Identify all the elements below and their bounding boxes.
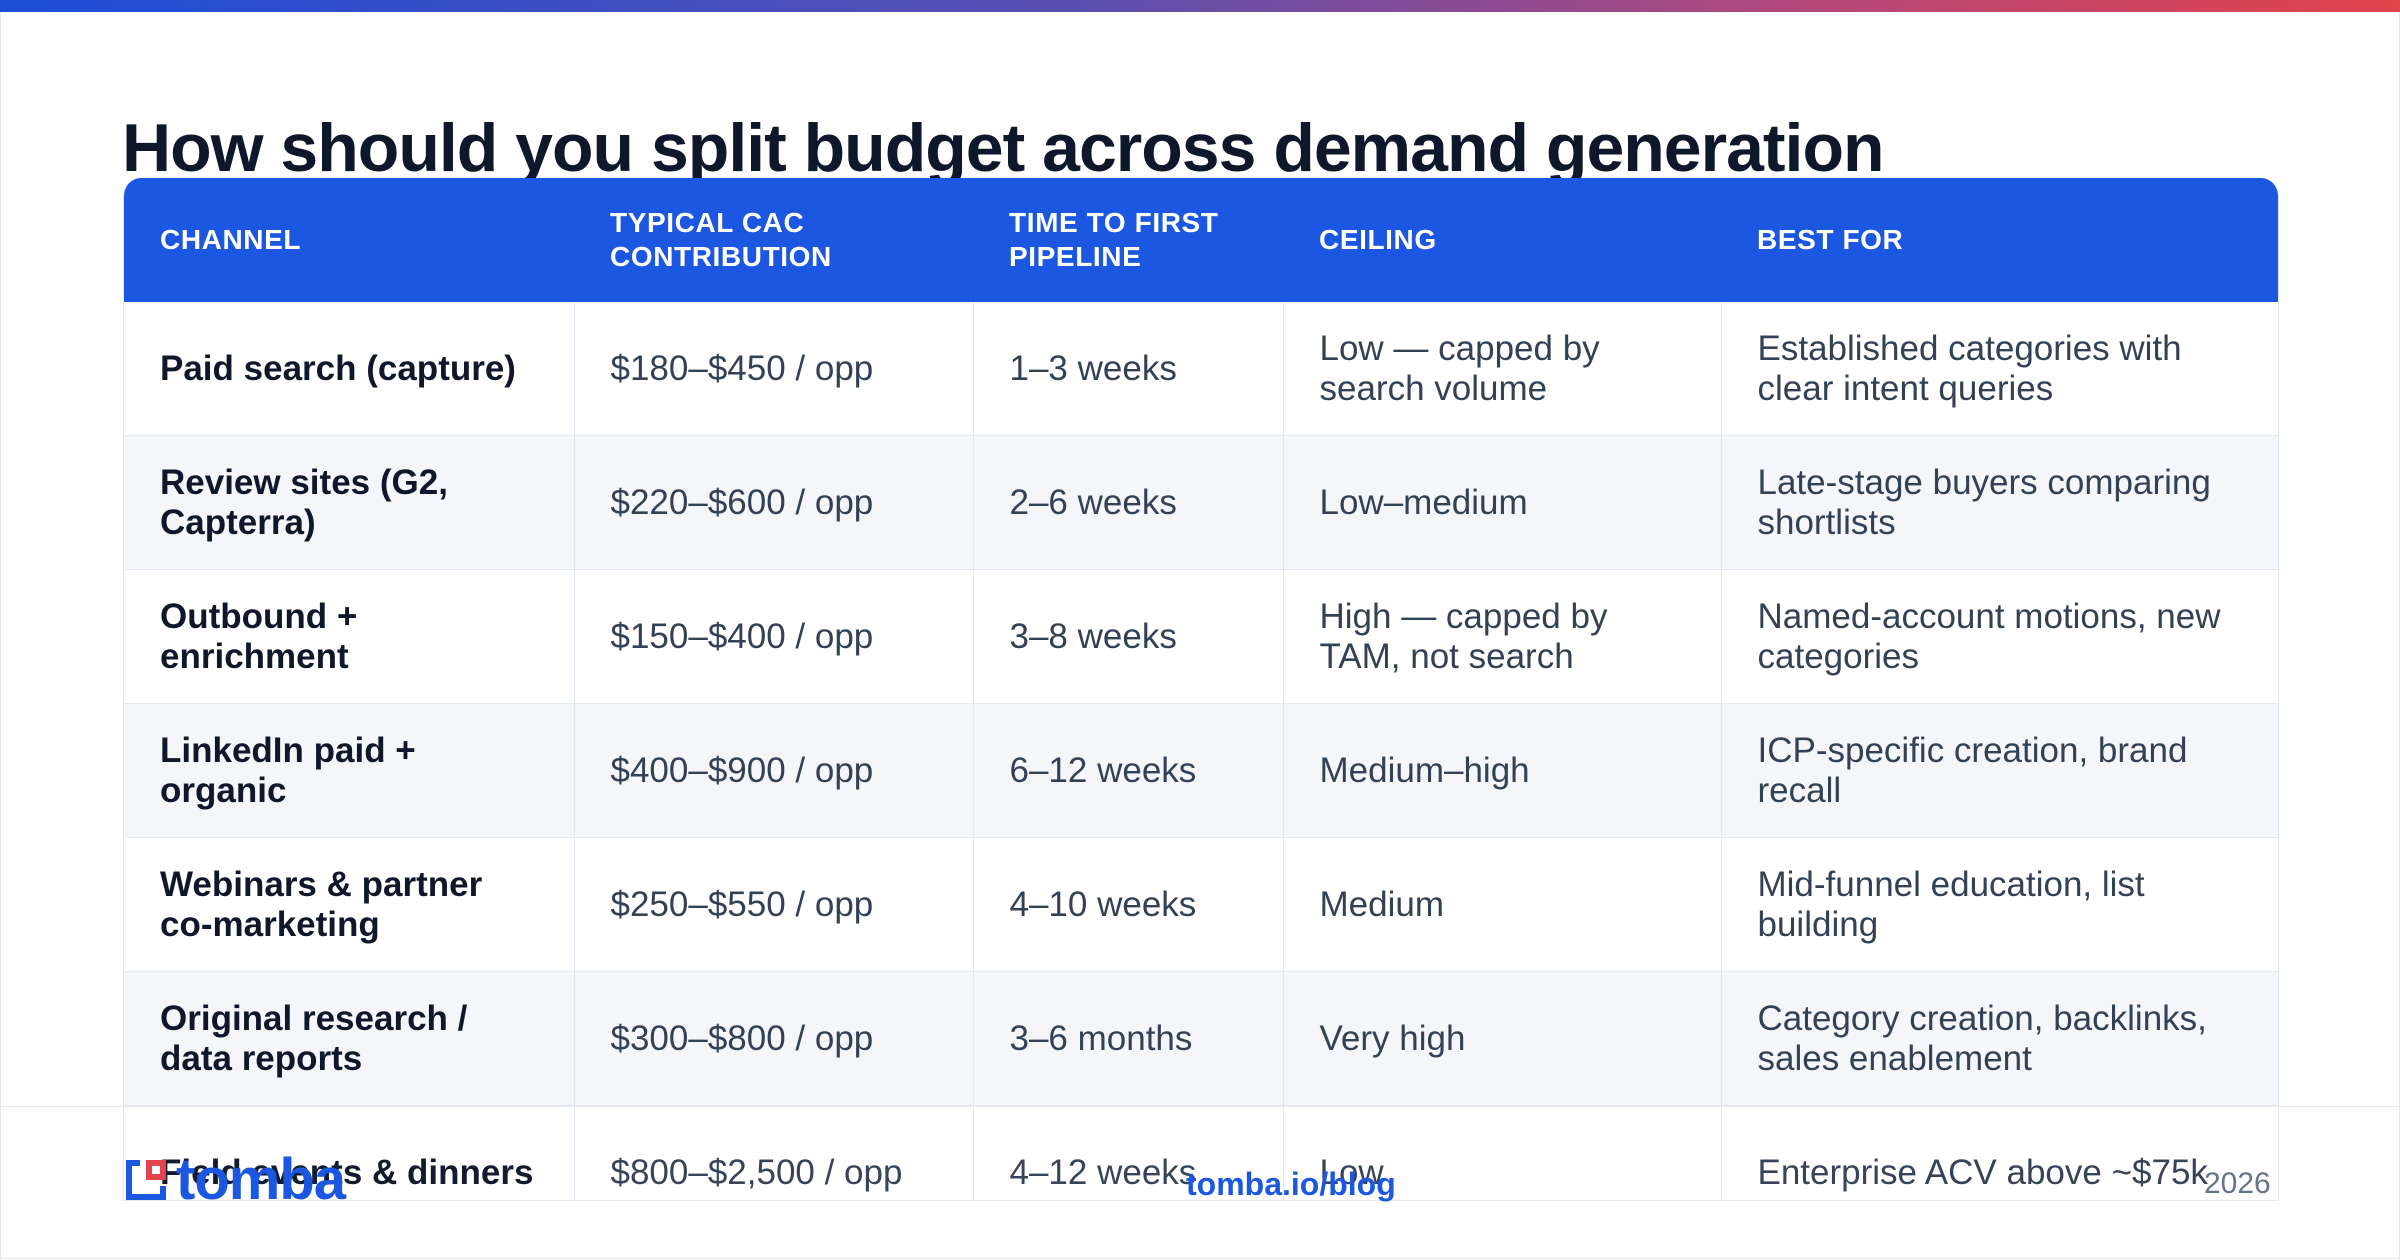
tomba-logo-mark-icon — [126, 1160, 166, 1200]
table-row: Paid search (capture) $180–$450 / opp 1–… — [124, 302, 2278, 436]
header-best-for: BEST FOR — [1721, 178, 2278, 302]
cell-cac: $400–$900 / opp — [574, 703, 974, 838]
header-channel: CHANNEL — [124, 178, 574, 302]
cell-channel: Outbound + enrichment — [124, 569, 575, 704]
comparison-table: CHANNEL TYPICAL CAC CONTRIBUTION TIME TO… — [124, 178, 2278, 1200]
cell-cac: $150–$400 / opp — [574, 569, 974, 704]
table-row: Original research / data reports $300–$8… — [124, 971, 2278, 1106]
cell-ceiling: Very high — [1283, 971, 1722, 1106]
cell-time: 6–12 weeks — [973, 703, 1284, 838]
cell-best-for: Late-stage buyers comparing shortlists — [1721, 435, 2278, 570]
table-row: LinkedIn paid + organic $400–$900 / opp … — [124, 703, 2278, 838]
cell-ceiling: Medium–high — [1283, 703, 1722, 838]
page-title: How should you split budget across deman… — [122, 110, 1885, 180]
cell-cac: $180–$450 / opp — [574, 302, 974, 436]
cell-channel: Field events & dinners — [124, 1105, 575, 1200]
blog-link[interactable]: tomba.io/blog — [1186, 1166, 1396, 1202]
header-ceiling: CEILING — [1283, 178, 1721, 302]
header-time-to-pipeline: TIME TO FIRST PIPELINE — [973, 178, 1283, 302]
cell-ceiling: Low–medium — [1283, 435, 1722, 570]
cell-ceiling: Medium — [1283, 837, 1722, 972]
cell-ceiling: Low — [1283, 1105, 1722, 1200]
cell-best-for: Enterprise ACV above ~$75k — [1721, 1105, 2278, 1200]
header-typical-cac: TYPICAL CAC CONTRIBUTION — [574, 178, 973, 302]
table-row: Webinars & partner co-marketing $250–$55… — [124, 837, 2278, 972]
cell-channel: Review sites (G2, Capterra) — [124, 435, 575, 570]
cell-time: 4–10 weeks — [973, 837, 1284, 972]
tomba-logo-text: tomba — [176, 1147, 346, 1212]
cell-best-for: Named-account motions, new categories — [1721, 569, 2278, 704]
cell-best-for: Mid-funnel education, list building — [1721, 837, 2278, 972]
cell-cac: $300–$800 / opp — [574, 971, 974, 1106]
top-gradient-bar — [0, 0, 2400, 12]
table-header-row: CHANNEL TYPICAL CAC CONTRIBUTION TIME TO… — [124, 178, 2278, 302]
cell-ceiling: High — capped by TAM, not search — [1283, 569, 1722, 704]
cell-cac: $220–$600 / opp — [574, 435, 974, 570]
cell-channel: Original research / data reports — [124, 971, 575, 1106]
footer-year: 2026 — [2204, 1167, 2271, 1200]
cell-channel: Webinars & partner co-marketing — [124, 837, 575, 972]
table-row: Review sites (G2, Capterra) $220–$600 / … — [124, 435, 2278, 570]
cell-time: 1–3 weeks — [973, 302, 1284, 436]
comparison-table-container: CHANNEL TYPICAL CAC CONTRIBUTION TIME TO… — [123, 178, 2279, 1201]
cell-cac: $250–$550 / opp — [574, 837, 974, 972]
cell-best-for: Category creation, backlinks, sales enab… — [1721, 971, 2278, 1106]
cell-time: 3–8 weeks — [973, 569, 1284, 704]
tomba-logo: tomba — [122, 1147, 346, 1212]
table-row: Field events & dinners $800–$2,500 / opp… — [124, 1105, 2278, 1200]
cell-time: 4–12 weeks — [973, 1105, 1284, 1200]
cell-channel: LinkedIn paid + organic — [124, 703, 575, 838]
cell-cac: $800–$2,500 / opp — [574, 1105, 974, 1200]
cell-best-for: Established categories with clear intent… — [1721, 302, 2278, 436]
cell-best-for: ICP-specific creation, brand recall — [1721, 703, 2278, 838]
table-row: Outbound + enrichment $150–$400 / opp 3–… — [124, 569, 2278, 704]
cell-ceiling: Low — capped by search volume — [1283, 302, 1722, 436]
title-container: How should you split budget across deman… — [122, 100, 2272, 180]
cell-channel: Paid search (capture) — [124, 302, 575, 436]
cell-time: 2–6 weeks — [973, 435, 1284, 570]
cell-time: 3–6 months — [973, 971, 1284, 1106]
